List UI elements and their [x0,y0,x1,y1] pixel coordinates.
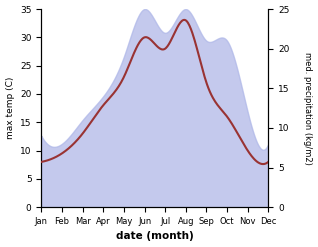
X-axis label: date (month): date (month) [116,231,194,242]
Y-axis label: max temp (C): max temp (C) [5,77,15,139]
Y-axis label: med. precipitation (kg/m2): med. precipitation (kg/m2) [303,52,313,165]
